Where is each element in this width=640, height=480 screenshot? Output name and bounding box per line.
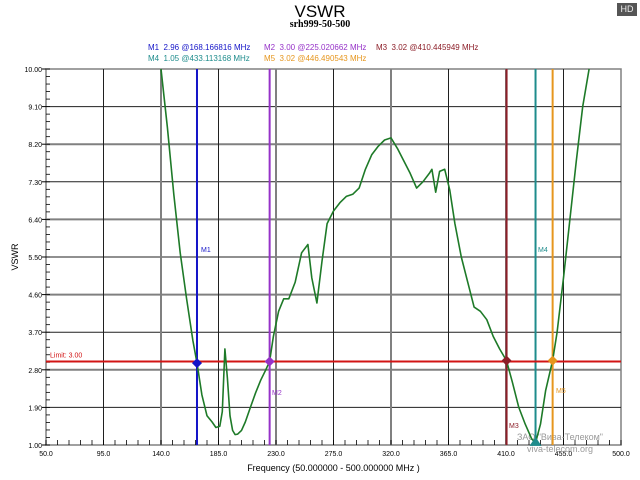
- y-tick-label: 9.10: [28, 105, 42, 112]
- marker-point-m4[interactable]: [529, 436, 542, 446]
- marker-point-m2[interactable]: [264, 356, 275, 367]
- y-tick-label: 2.80: [28, 368, 42, 375]
- marker-point-m3[interactable]: [501, 355, 512, 366]
- y-tick-label: 6.40: [28, 217, 42, 224]
- limit-label: Limit: 3.00: [50, 352, 82, 359]
- x-axis-label: Frequency (50.000000 - 500.000000 MHz ): [247, 463, 420, 473]
- marker-point-m5[interactable]: [547, 355, 558, 366]
- x-tick-label: 455.0: [555, 451, 573, 458]
- y-tick-label: 8.20: [28, 142, 42, 149]
- x-tick-label: 95.0: [97, 451, 111, 458]
- marker-label-m4: M4: [538, 247, 548, 254]
- x-tick-label: 185.0: [210, 451, 228, 458]
- marker-legend-m4: M4 1.05 @433.113168 MHz: [148, 54, 250, 63]
- y-tick-label: 1.00: [28, 443, 42, 450]
- watermark-url: viva-telecom.org: [527, 444, 593, 454]
- marker-legend-m5: M5 3.02 @446.490543 MHz: [264, 54, 367, 63]
- y-tick-label: 7.30: [28, 180, 42, 187]
- y-axis-label: VSWR: [10, 243, 20, 271]
- marker-legend-m1: M1 2.96 @168.166816 MHz: [148, 43, 251, 52]
- chart-title: VSWR: [294, 2, 346, 21]
- marker-label-m2: M2: [272, 390, 282, 397]
- y-tick-label: 1.90: [28, 405, 42, 412]
- x-tick-label: 140.0: [152, 451, 170, 458]
- y-tick-label: 10.00: [24, 67, 42, 74]
- marker-point-m1[interactable]: [191, 358, 202, 369]
- marker-label-m1: M1: [201, 247, 211, 254]
- x-tick-label: 50.0: [39, 451, 53, 458]
- y-tick-label: 3.70: [28, 330, 42, 337]
- x-tick-label: 410.0: [497, 451, 515, 458]
- y-tick-label: 5.50: [28, 255, 42, 262]
- marker-legend-m2: M2 3.00 @225.020662 MHz: [264, 43, 367, 52]
- vswr-curve: [160, 68, 590, 444]
- watermark-company: ЗАО "Вива-Телеком": [517, 432, 603, 442]
- x-tick-label: 500.0: [612, 451, 630, 458]
- hd-badge[interactable]: HD: [617, 3, 637, 16]
- x-tick-label: 320.0: [382, 451, 400, 458]
- marker-label-m3: M3: [509, 423, 519, 430]
- x-tick-label: 365.0: [440, 451, 458, 458]
- marker-legend-m3: M3 3.02 @410.445949 MHz: [376, 43, 479, 52]
- x-tick-label: 230.0: [267, 451, 285, 458]
- y-tick-label: 4.60: [28, 293, 42, 300]
- x-tick-label: 275.0: [325, 451, 343, 458]
- chart-subtitle: srh999-50-500: [289, 19, 351, 30]
- marker-label-m5: M5: [556, 388, 566, 395]
